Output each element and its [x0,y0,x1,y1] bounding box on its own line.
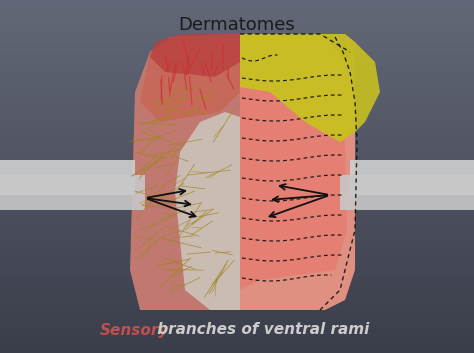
Polygon shape [340,175,474,210]
Polygon shape [0,160,135,195]
Polygon shape [150,34,240,77]
Polygon shape [355,42,380,132]
Polygon shape [0,175,145,210]
Polygon shape [130,34,240,310]
Polygon shape [240,34,355,142]
Text: Sensory: Sensory [100,323,169,337]
Polygon shape [240,34,355,310]
Text: branches of ventral rami: branches of ventral rami [152,323,369,337]
Polygon shape [175,112,240,310]
Polygon shape [240,82,347,290]
Text: Dermatomes: Dermatomes [179,16,295,34]
Polygon shape [140,34,240,122]
Polygon shape [350,160,474,195]
